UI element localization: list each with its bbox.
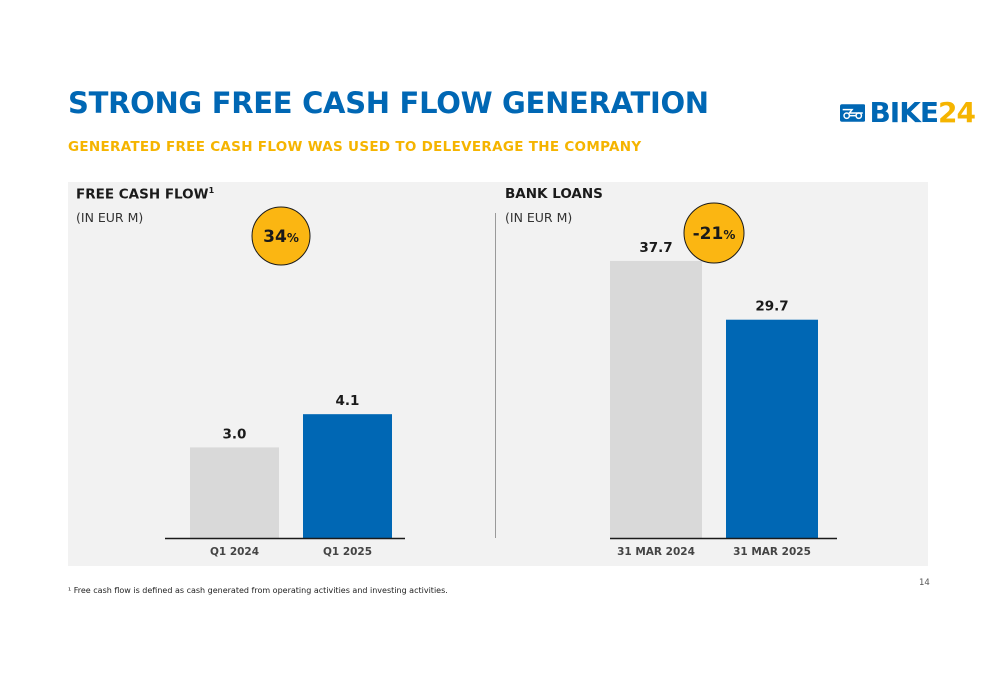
fcf-change-value: 34 xyxy=(263,227,287,247)
fcf-change-badge-label: 34% xyxy=(263,227,299,247)
logo-wordmark: BIKE24 xyxy=(869,96,976,129)
loans-change-badge-label: -21% xyxy=(693,224,736,244)
fcf-category-label-1: Q1 2024 xyxy=(210,546,259,558)
bike24-logo: BIKE24 xyxy=(840,96,976,130)
slide-title: STRONG FREE CASH FLOW GENERATION xyxy=(68,86,709,120)
fcf-footnote-marker: 1 xyxy=(208,186,215,195)
loans-chart-title: BANK LOANS xyxy=(505,186,603,202)
fcf-value-label-1: 3.0 xyxy=(223,426,247,442)
bike-chain-icon xyxy=(840,104,866,122)
loans-category-label-1: 31 MAR 2024 xyxy=(617,546,695,558)
loans-bar-2 xyxy=(726,319,818,538)
page-number: 14 xyxy=(919,578,930,588)
footnote: ¹ Free cash flow is defined as cash gene… xyxy=(68,586,448,595)
fcf-change-badge xyxy=(251,206,311,266)
fcf-bar-2 xyxy=(303,414,392,538)
loans-category-label-2: 31 MAR 2025 xyxy=(733,546,811,558)
loans-value-label-2: 29.7 xyxy=(755,299,788,315)
fcf-chart-unit: (IN EUR M) xyxy=(76,210,144,225)
loans-value-label-1: 37.7 xyxy=(639,240,672,256)
loans-change-badge xyxy=(683,202,745,264)
fcf-chart-title: FREE CASH FLOW1 xyxy=(76,186,214,203)
fcf-bar-1 xyxy=(190,447,279,538)
fcf-chart-title-text: FREE CASH FLOW xyxy=(76,186,209,203)
loans-change-suffix: % xyxy=(723,228,735,242)
chart-divider xyxy=(495,213,496,538)
fcf-value-label-2: 4.1 xyxy=(336,393,360,409)
logo-bike-text: BIKE xyxy=(869,96,939,129)
loans-bar-1 xyxy=(610,260,702,538)
slide-subtitle: GENERATED FREE CASH FLOW WAS USED TO DEL… xyxy=(68,139,642,155)
loans-change-value: -21 xyxy=(693,224,724,244)
loans-chart-unit: (IN EUR M) xyxy=(505,210,573,225)
fcf-change-suffix: % xyxy=(287,231,299,245)
logo-24-text: 24 xyxy=(938,96,976,129)
fcf-category-label-2: Q1 2025 xyxy=(323,546,372,558)
